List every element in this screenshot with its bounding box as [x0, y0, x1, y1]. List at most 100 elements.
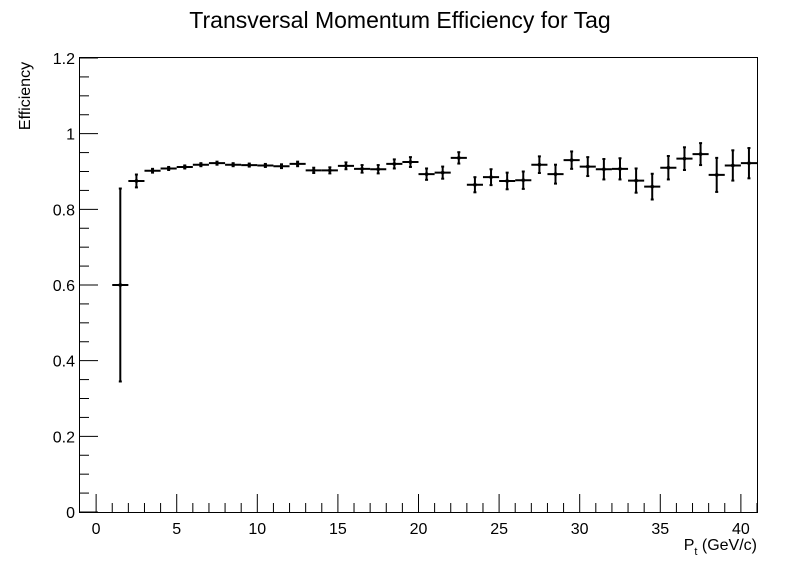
data-point [273, 163, 290, 170]
x-tick-label: 30 [571, 521, 589, 538]
data-point [611, 157, 629, 181]
data-point [225, 162, 242, 168]
point-marker [392, 162, 396, 166]
data-point [337, 161, 355, 171]
point-marker [699, 152, 703, 156]
data-point [563, 150, 580, 170]
data-point [418, 167, 435, 181]
data-point [289, 160, 306, 168]
data-point [531, 155, 548, 175]
y-axis-label: Efficiency [17, 62, 34, 130]
point-marker [715, 173, 719, 177]
data-point [724, 149, 741, 182]
x-tick-label: 10 [248, 521, 266, 538]
y-axis: 0 0.2 0.4 0.6 0.8 1 1.2 [53, 51, 98, 522]
data-point [547, 163, 564, 185]
y-tick-label: 0.6 [53, 278, 75, 295]
data-point [257, 162, 274, 168]
x-axis-label-sub: t [694, 546, 697, 558]
data-point [305, 166, 322, 175]
point-marker [215, 161, 219, 165]
data-point [466, 176, 483, 194]
point-marker [505, 179, 509, 183]
point-marker [570, 158, 574, 162]
point-marker [344, 164, 348, 168]
y-tick-label: 1.2 [53, 51, 75, 68]
point-marker [666, 166, 670, 170]
chart-title: Transversal Momentum Efficiency for Tag [189, 7, 610, 33]
point-marker [231, 163, 235, 167]
data-point [482, 168, 500, 187]
point-marker [360, 167, 364, 171]
x-tick-label: 0 [92, 521, 101, 538]
data-point [692, 142, 709, 167]
data-point [354, 164, 371, 174]
data-point [160, 165, 177, 171]
point-marker [312, 168, 316, 172]
data-point [708, 156, 725, 193]
data-point [144, 167, 161, 174]
x-tick-label: 5 [172, 521, 181, 538]
point-marker [328, 168, 332, 172]
y-tick-label: 0.4 [53, 354, 75, 371]
x-axis-label: Pt (GeV/c) [684, 537, 757, 558]
data-point [192, 162, 209, 168]
y-tick-label: 1 [66, 127, 75, 144]
point-marker [586, 165, 590, 169]
point-marker [537, 163, 541, 167]
plot-frame [79, 57, 758, 513]
data-point [740, 147, 757, 180]
point-marker [554, 172, 558, 176]
data-point [128, 173, 145, 189]
data-point [515, 170, 532, 190]
point-marker [618, 167, 622, 171]
data-point [676, 146, 693, 171]
data-point [499, 171, 516, 191]
data-point [434, 165, 451, 180]
point-marker [296, 162, 300, 166]
data-points [112, 142, 757, 383]
point-marker [263, 163, 267, 167]
point-marker [602, 167, 606, 171]
point-marker [134, 179, 138, 183]
data-point [386, 158, 403, 170]
point-marker [118, 283, 122, 287]
point-marker [457, 156, 461, 160]
point-marker [521, 178, 525, 182]
x-axis: 0 5 10 15 20 25 30 35 40 [92, 494, 758, 538]
point-marker [425, 172, 429, 176]
data-point [321, 166, 338, 175]
point-marker [408, 160, 412, 164]
data-point [660, 154, 677, 181]
point-marker [634, 179, 638, 183]
point-marker [376, 167, 380, 171]
point-marker [682, 157, 686, 161]
point-marker [473, 183, 477, 187]
point-marker [650, 185, 654, 189]
x-axis-label-main: P [684, 537, 695, 554]
y-tick-label: 0.2 [53, 429, 75, 446]
point-marker [731, 163, 735, 167]
x-tick-label: 40 [732, 521, 750, 538]
x-axis-label-rest: (GeV/c) [697, 537, 757, 554]
data-point [241, 162, 258, 168]
data-point [595, 158, 612, 181]
point-marker [441, 171, 445, 175]
x-tick-label: 35 [651, 521, 669, 538]
data-point [176, 164, 193, 170]
data-point [112, 187, 129, 383]
point-marker [183, 165, 187, 169]
x-tick-label: 15 [329, 521, 347, 538]
point-marker [167, 166, 171, 170]
data-point [644, 172, 661, 201]
point-marker [199, 163, 203, 167]
point-marker [747, 161, 751, 165]
point-marker [279, 164, 283, 168]
y-tick-label: 0 [66, 505, 75, 522]
data-point [370, 164, 387, 175]
data-point [579, 156, 596, 178]
x-tick-label: 25 [490, 521, 508, 538]
point-marker [151, 169, 155, 173]
data-point [208, 160, 226, 166]
